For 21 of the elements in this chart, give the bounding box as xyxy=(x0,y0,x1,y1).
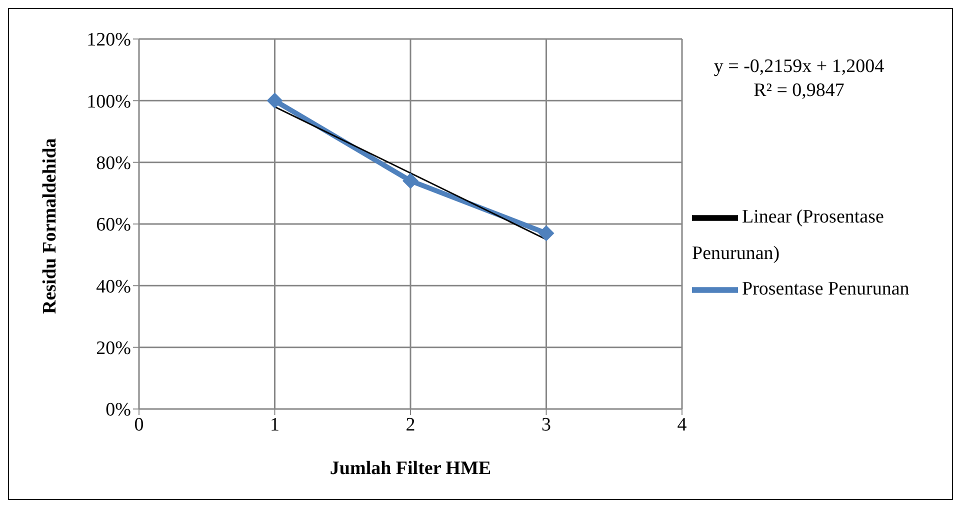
legend-label: Linear (Prosentase Penurunan) xyxy=(692,206,884,264)
text: y = -0,2159x + 1,2004 xyxy=(712,55,886,79)
y-axis-title: Residu Formaldehida xyxy=(40,138,61,314)
y-tick-label: 0% xyxy=(106,400,132,421)
y-tick-label: 40% xyxy=(96,276,132,298)
x-axis-title: Jumlah Filter HME xyxy=(330,458,492,479)
legend-label: Prosentase Penurunan xyxy=(742,278,910,300)
x-tick-label: 4 xyxy=(677,414,688,436)
y-tick-label: 60% xyxy=(96,214,132,236)
y-tick-label: 80% xyxy=(96,153,132,174)
y-tick-label: 120% xyxy=(86,30,132,51)
x-tick-label: 3 xyxy=(542,414,551,436)
x-tick-label: 1 xyxy=(270,414,280,436)
point xyxy=(402,172,418,189)
x-tick-label: 0 xyxy=(134,414,144,436)
y-tick-label: 100% xyxy=(86,91,132,112)
point xyxy=(266,92,283,109)
point xyxy=(538,225,554,242)
text: R² = 0,9847 xyxy=(752,79,846,103)
x-tick-label: 2 xyxy=(406,414,416,436)
y-tick-label: 20% xyxy=(96,338,132,360)
